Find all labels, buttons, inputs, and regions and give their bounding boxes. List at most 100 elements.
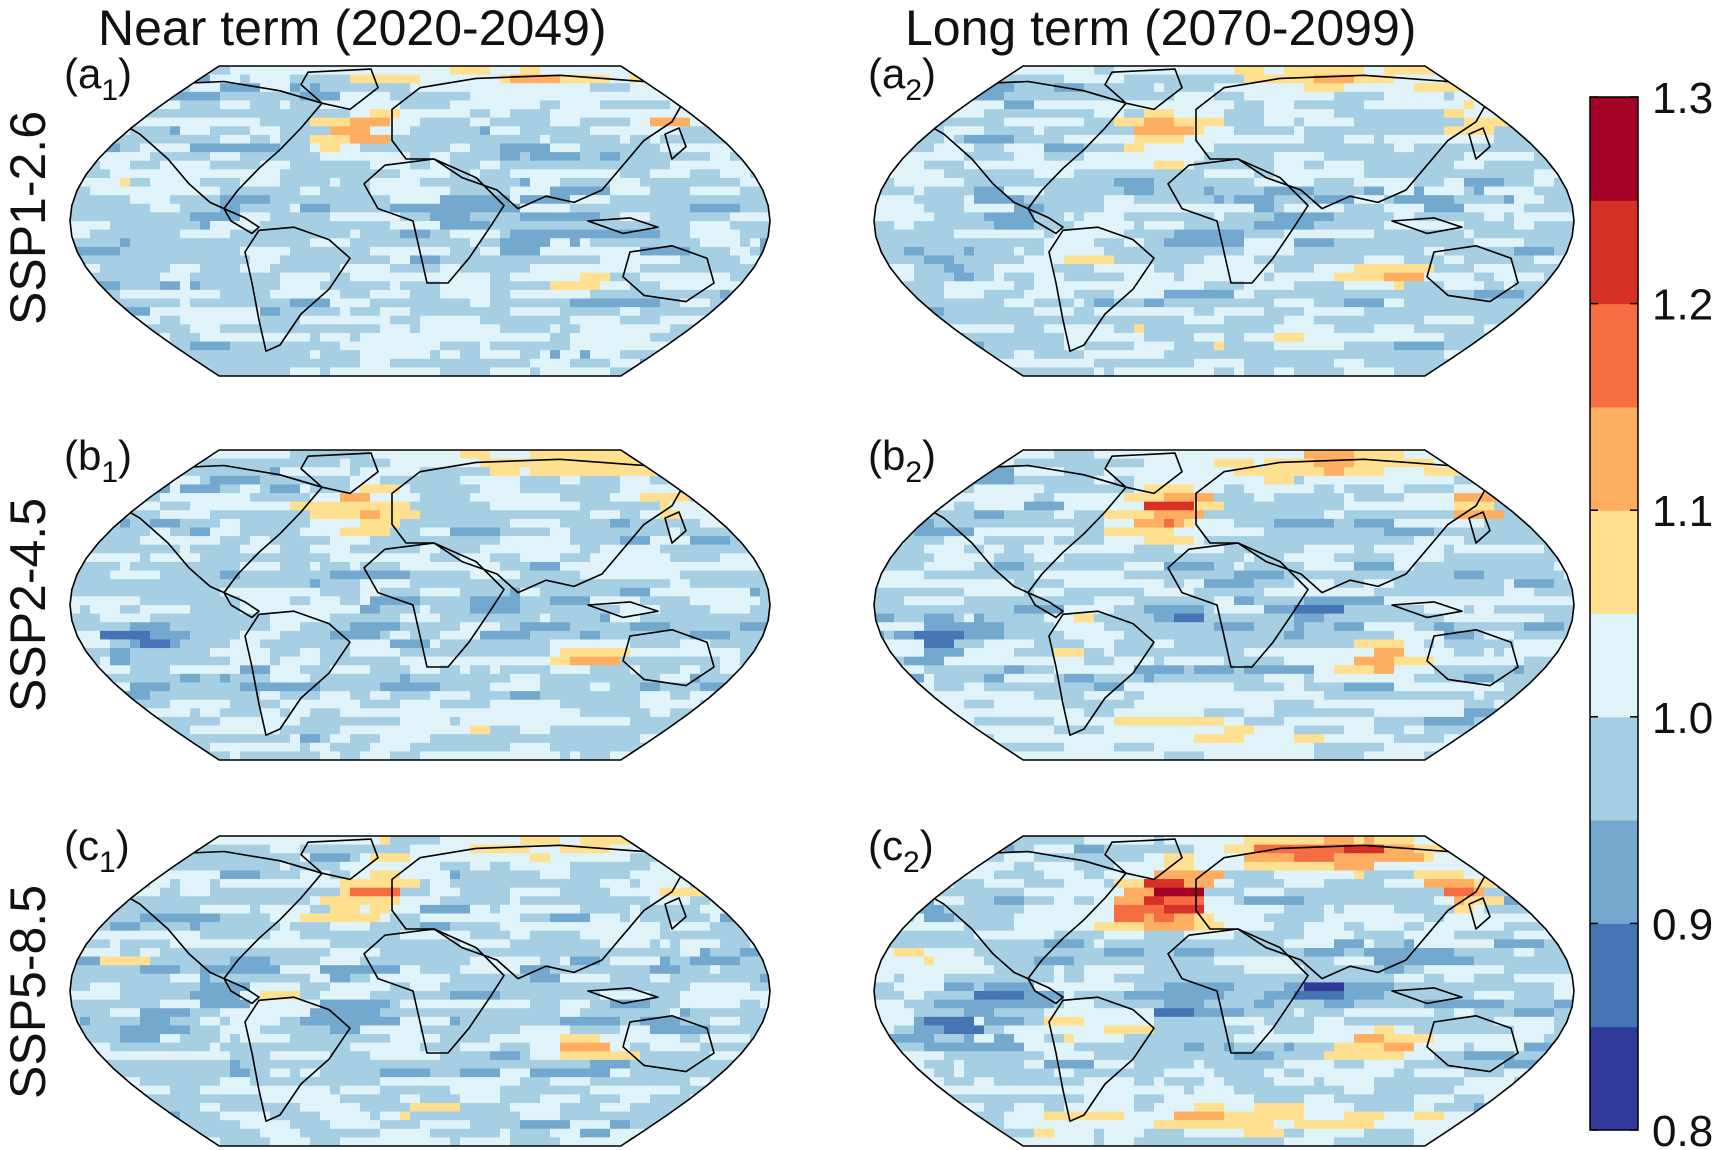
coastline-australia [1426,245,1519,303]
colorbar-bin [1590,923,1638,1028]
map-field [70,450,770,760]
coastline-centralAmerica [223,207,260,235]
coastlines [111,452,715,736]
coastline-australia [1426,629,1519,687]
map-panel-c2 [873,835,1575,1147]
coastline-northAmerica [111,850,323,980]
map-outline [69,65,771,377]
colorbar-tick-label: 1.3 [1652,74,1713,123]
coastline-australia [622,629,715,687]
map-outline [69,835,771,1147]
coastline-indonesia [587,217,659,235]
column-title-long-term: Long term (2070-2099) [905,0,1417,56]
coastline-japan [664,511,687,544]
coastline-africa [1167,928,1309,1054]
coastline-africa [363,928,505,1054]
coastline-greenland [1104,838,1183,881]
coastline-greenland [300,452,379,495]
map-outline [873,835,1575,1147]
map-panel-c1 [69,835,771,1147]
coastline-northAmerica [915,464,1127,594]
coastline-centralAmerica [1027,591,1064,619]
coastline-greenland [300,68,379,111]
panel-label-a2: (a2) [868,50,937,108]
colorbar-bin [1590,303,1638,408]
map-panel-b2 [873,449,1575,761]
coastline-australia [622,245,715,303]
coastline-northAmerica [915,850,1127,980]
colorbar-tick-label: 0.8 [1652,1107,1713,1150]
map-panel-a1 [69,65,771,377]
coastline-australia [622,1015,715,1073]
colorbar-tick-label: 0.9 [1652,900,1713,949]
coastline-centralAmerica [1027,207,1064,235]
colorbar-tick-label: 1.2 [1652,281,1713,330]
coastline-indonesia [587,987,659,1005]
coastline-africa [1167,158,1309,284]
colorbar-bin [1590,716,1638,821]
column-title-near-term: Near term (2020-2049) [98,0,607,56]
coastline-indonesia [1391,987,1463,1005]
colorbar-bin [1590,200,1638,305]
colorbar-bin [1590,406,1638,511]
coastline-indonesia [587,601,659,619]
coastlines [915,68,1519,352]
coastlines [111,68,715,352]
colorbar-bin [1590,820,1638,924]
map-outline [873,449,1575,761]
coastline-africa [1167,542,1309,668]
map-outline [69,449,771,761]
map-field [70,66,770,376]
coastline-southAmerica [244,996,351,1122]
coastline-indonesia [1391,601,1463,619]
map-panels [69,65,1575,1147]
coastline-greenland [1104,452,1183,495]
map-field [874,836,1574,1146]
coastlines [915,452,1519,736]
coastline-southAmerica [244,610,351,736]
colorbar-bin [1590,1026,1638,1131]
coastline-centralAmerica [223,977,260,1005]
coastline-japan [664,127,687,160]
coastline-australia [1426,1015,1519,1073]
colorbar-bin [1590,510,1638,614]
map-panel-b1 [69,449,771,761]
map-field [874,66,1574,376]
map-field [70,836,770,1146]
coastline-greenland [1104,68,1183,111]
colorbar-bin [1590,613,1638,718]
coastlines [915,838,1519,1122]
coastline-southAmerica [1048,226,1155,352]
coastline-indonesia [1391,217,1463,235]
colorbar-bin [1590,97,1638,201]
coastline-southAmerica [1048,610,1155,736]
panel-label-b2: (b2) [868,432,937,490]
coastline-japan [1468,897,1491,930]
panel-label-c1: (c1) [64,822,130,880]
coastline-japan [1468,127,1491,160]
map-outline [873,65,1575,377]
panel-label-c2: (c2) [868,822,934,880]
panel-label-a1: (a1) [64,50,133,108]
coastline-northAmerica [915,80,1127,210]
colorbar-tick-label: 1.1 [1652,487,1713,536]
colorbar-tick-label: 1.0 [1652,694,1713,743]
panel-label-b1: (b1) [64,432,133,490]
colorbar-frame [1589,96,1639,1131]
coastline-centralAmerica [1027,977,1064,1005]
coastline-japan [664,897,687,930]
coastline-southAmerica [244,226,351,352]
coastline-africa [363,542,505,668]
map-panel-a2 [873,65,1575,377]
coastline-northAmerica [111,464,323,594]
coastline-northAmerica [111,80,323,210]
coastline-japan [1468,511,1491,544]
coastline-centralAmerica [223,591,260,619]
colorbar: 0.8 0.9 1.0 1.1 1.2 1.3 [1589,74,1713,1150]
coastline-africa [363,158,505,284]
coastlines [111,838,715,1122]
coastline-greenland [300,838,379,881]
coastline-southAmerica [1048,996,1155,1122]
map-field [874,450,1574,760]
